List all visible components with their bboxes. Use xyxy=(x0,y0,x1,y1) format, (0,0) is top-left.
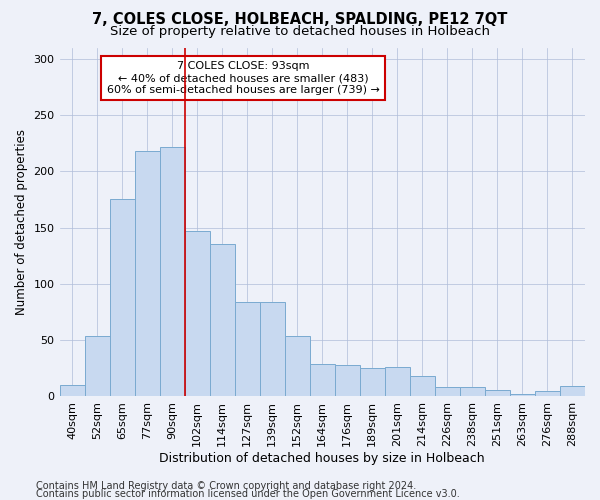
X-axis label: Distribution of detached houses by size in Holbeach: Distribution of detached houses by size … xyxy=(160,452,485,465)
Bar xyxy=(260,302,285,396)
Bar xyxy=(385,367,410,396)
Bar xyxy=(160,146,185,396)
Bar xyxy=(235,302,260,396)
Text: Contains HM Land Registry data © Crown copyright and database right 2024.: Contains HM Land Registry data © Crown c… xyxy=(36,481,416,491)
Text: Contains public sector information licensed under the Open Government Licence v3: Contains public sector information licen… xyxy=(36,489,460,499)
Text: 7 COLES CLOSE: 93sqm
← 40% of detached houses are smaller (483)
60% of semi-deta: 7 COLES CLOSE: 93sqm ← 40% of detached h… xyxy=(107,62,380,94)
Y-axis label: Number of detached properties: Number of detached properties xyxy=(15,129,28,315)
Bar xyxy=(85,336,110,396)
Bar xyxy=(110,200,134,396)
Bar xyxy=(535,391,560,396)
Bar xyxy=(209,244,235,396)
Text: Size of property relative to detached houses in Holbeach: Size of property relative to detached ho… xyxy=(110,25,490,38)
Bar xyxy=(310,364,335,396)
Bar xyxy=(460,388,485,396)
Bar xyxy=(510,394,535,396)
Bar xyxy=(410,376,435,396)
Bar xyxy=(285,336,310,396)
Bar xyxy=(134,151,160,396)
Bar xyxy=(335,365,360,396)
Bar xyxy=(185,231,209,396)
Bar xyxy=(560,386,585,396)
Text: 7, COLES CLOSE, HOLBEACH, SPALDING, PE12 7QT: 7, COLES CLOSE, HOLBEACH, SPALDING, PE12… xyxy=(92,12,508,28)
Bar xyxy=(435,388,460,396)
Bar xyxy=(59,385,85,396)
Bar xyxy=(360,368,385,396)
Bar xyxy=(485,390,510,396)
